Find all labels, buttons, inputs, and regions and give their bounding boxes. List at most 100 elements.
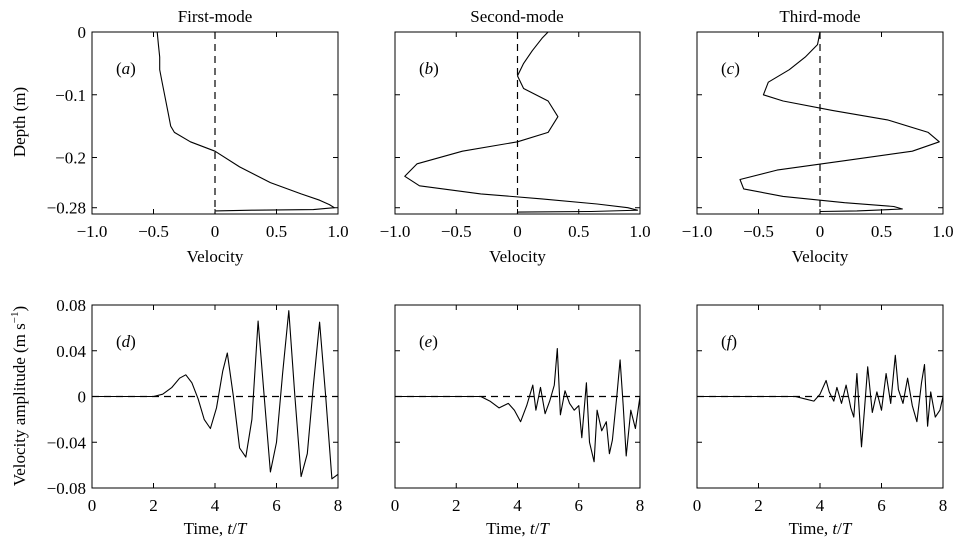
panel-label-open-f: ( bbox=[721, 332, 727, 351]
ylabel-velocity-amplitude: Velocity amplitude (m s−1) bbox=[9, 306, 29, 486]
series-line-d bbox=[92, 310, 339, 480]
xtick-label-b-2: 0 bbox=[513, 222, 522, 241]
xtick-label-c-2: 0 bbox=[816, 222, 825, 241]
xtick-label-c-0: −1.0 bbox=[682, 222, 713, 241]
panel-label-d: (d) bbox=[116, 332, 136, 351]
panel-label-close-b: ) bbox=[433, 59, 439, 78]
xtick-label-d-0: 0 bbox=[88, 496, 97, 515]
xtick-label-d-3: 6 bbox=[272, 496, 281, 515]
panel-label-open-a: ( bbox=[116, 59, 122, 78]
xtick-label-b-1: −0.5 bbox=[441, 222, 472, 241]
xlabel-velocity-a: Velocity bbox=[187, 247, 244, 266]
panel-label-close-e: ) bbox=[432, 332, 438, 351]
xlabel-time-slash-d: / bbox=[232, 519, 237, 538]
xlabel-time-prefix-e: Time, bbox=[486, 519, 530, 538]
xtick-label-e-4: 8 bbox=[636, 496, 645, 515]
panel-d: 0 2 4 6 8 0.08 0.04 0 −0.04 −0.08 (d) Time, t/T bbox=[47, 296, 343, 538]
title-third-mode: Third-mode bbox=[779, 7, 860, 26]
panel-label-close-c: ) bbox=[734, 59, 740, 78]
xlabel-time-T-d: T bbox=[237, 519, 248, 538]
ytick-label-d-4: −0.08 bbox=[47, 479, 86, 498]
panel-label-close-a: ) bbox=[130, 59, 136, 78]
xlabel-velocity-b: Velocity bbox=[489, 247, 546, 266]
xlabel-time-prefix-d: Time, bbox=[184, 519, 228, 538]
panel-label-open-c: ( bbox=[721, 59, 727, 78]
xtick-label-b-4: 1.0 bbox=[629, 222, 650, 241]
panel-label-f: (f) bbox=[721, 332, 737, 351]
ytick-label-a-1: −0.1 bbox=[55, 86, 86, 105]
xlabel-time-T-e: T bbox=[539, 519, 550, 538]
xlabel-time-f: Time, t/T bbox=[789, 519, 853, 538]
ytick-label-d-0: 0.08 bbox=[56, 296, 86, 315]
panel-e: 0 2 4 6 8 (e) Time, t/T bbox=[391, 304, 645, 538]
panel-b: −1.0 −0.5 0 0.5 1.0 (b) Velocity bbox=[380, 31, 651, 266]
xlabel-velocity-c: Velocity bbox=[792, 247, 849, 266]
panel-label-b: (b) bbox=[419, 59, 439, 78]
xtick-label-a-4: 1.0 bbox=[327, 222, 348, 241]
panel-f: 0 2 4 6 8 (f) Time, t/T bbox=[693, 304, 948, 538]
ytick-label-d-1: 0.04 bbox=[56, 342, 86, 361]
xtick-label-a-3: 0.5 bbox=[266, 222, 287, 241]
ylabel-amp-sup: −1 bbox=[9, 312, 21, 324]
xtick-label-e-1: 2 bbox=[452, 496, 461, 515]
xtick-label-f-0: 0 bbox=[693, 496, 702, 515]
panel-a: −1.0 −0.5 0 0.5 1.0 0 −0.1 −0.2 −0.28 (a) Velocity bbox=[47, 23, 349, 266]
xlabel-time-T-f: T bbox=[842, 519, 853, 538]
ylabel-amp-main: Velocity amplitude (m s bbox=[10, 323, 29, 486]
ytick-label-a-0: 0 bbox=[78, 23, 87, 42]
xtick-label-f-2: 4 bbox=[816, 496, 825, 515]
panel-c: −1.0 −0.5 0 0.5 1.0 (c) Velocity bbox=[682, 31, 954, 266]
panel-label-letter-e: e bbox=[425, 332, 433, 351]
xtick-label-d-2: 4 bbox=[211, 496, 220, 515]
xtick-label-c-3: 0.5 bbox=[871, 222, 892, 241]
panel-label-c: (c) bbox=[721, 59, 740, 78]
panel-label-a: (a) bbox=[116, 59, 136, 78]
ylabel-depth: Depth (m) bbox=[10, 87, 29, 157]
xtick-label-a-2: 0 bbox=[211, 222, 220, 241]
xtick-label-e-2: 4 bbox=[513, 496, 522, 515]
xtick-label-f-1: 2 bbox=[754, 496, 763, 515]
panel-label-open-d: ( bbox=[116, 332, 122, 351]
xlabel-time-t-e: t bbox=[530, 519, 536, 538]
xtick-label-d-4: 8 bbox=[334, 496, 343, 515]
series-line-e bbox=[395, 347, 641, 463]
xlabel-time-e: Time, t/T bbox=[486, 519, 550, 538]
xlabel-time-t-f: t bbox=[832, 519, 838, 538]
xtick-label-e-3: 6 bbox=[575, 496, 584, 515]
title-first-mode: First-mode bbox=[178, 7, 253, 26]
panel-label-letter-a: a bbox=[122, 59, 131, 78]
panel-label-e: (e) bbox=[419, 332, 438, 351]
ylabel-amp-close: ) bbox=[10, 306, 29, 312]
xlabel-time-t-d: t bbox=[227, 519, 233, 538]
xlabel-time-d: Time, t/T bbox=[184, 519, 248, 538]
ytick-label-a-3: −0.28 bbox=[47, 199, 86, 218]
xtick-label-b-3: 0.5 bbox=[568, 222, 589, 241]
panel-label-open-e: ( bbox=[419, 332, 425, 351]
ytick-label-a-2: −0.2 bbox=[55, 149, 86, 168]
xtick-label-a-1: −0.5 bbox=[138, 222, 169, 241]
series-line-b bbox=[404, 31, 639, 213]
panel-label-close-d: ) bbox=[130, 332, 136, 351]
xtick-label-a-0: −1.0 bbox=[77, 222, 108, 241]
xtick-label-e-0: 0 bbox=[391, 496, 400, 515]
panel-label-letter-c: c bbox=[727, 59, 735, 78]
panel-label-close-f: ) bbox=[731, 332, 737, 351]
xtick-label-b-0: −1.0 bbox=[380, 222, 411, 241]
xtick-label-c-1: −0.5 bbox=[743, 222, 774, 241]
ytick-label-d-3: −0.04 bbox=[47, 433, 87, 452]
xtick-label-c-4: 1.0 bbox=[932, 222, 953, 241]
xlabel-time-slash-f: / bbox=[837, 519, 842, 538]
ytick-label-d-2: 0 bbox=[78, 388, 87, 407]
xlabel-time-slash-e: / bbox=[535, 519, 540, 538]
series-line-c bbox=[739, 31, 940, 213]
panel-label-open-b: ( bbox=[419, 59, 425, 78]
panel-label-letter-b: b bbox=[425, 59, 434, 78]
series-line-a bbox=[156, 31, 335, 212]
xtick-label-d-1: 2 bbox=[149, 496, 158, 515]
xtick-label-f-3: 6 bbox=[877, 496, 886, 515]
panel-label-letter-f: f bbox=[727, 332, 734, 351]
xtick-label-f-4: 8 bbox=[939, 496, 948, 515]
panel-label-letter-d: d bbox=[122, 332, 131, 351]
xlabel-time-prefix-f: Time, bbox=[789, 519, 833, 538]
